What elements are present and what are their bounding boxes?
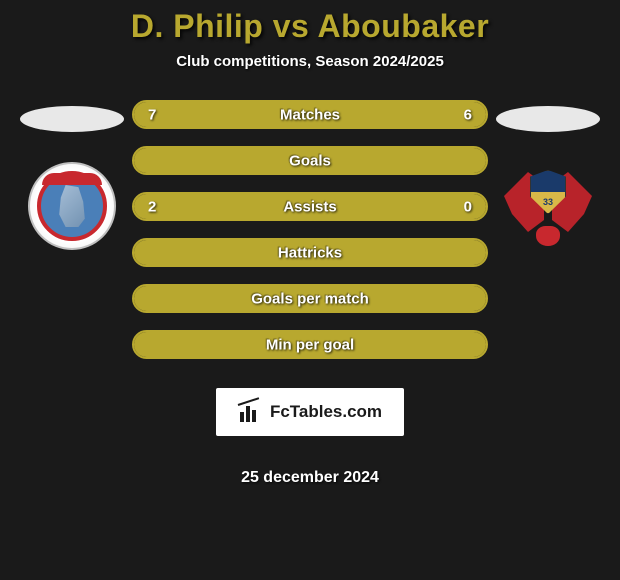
brand-badge[interactable]: FcTables.com	[216, 388, 404, 436]
club-logo-right-inner: 33	[504, 162, 592, 250]
club-logo-right: 33	[504, 162, 592, 250]
stat-bar-goals: Goals	[132, 146, 488, 175]
chart-icon	[238, 402, 262, 422]
player-silhouette-left	[20, 106, 124, 132]
stat-value-left: 2	[148, 198, 156, 215]
club-logo-left-emblem	[56, 185, 88, 227]
left-player-column	[12, 100, 132, 250]
stat-fill-left	[134, 194, 405, 219]
bird-body-icon	[536, 226, 560, 246]
stat-label: Matches	[280, 106, 340, 123]
right-player-column: 33	[488, 100, 608, 250]
stat-label: Goals per match	[251, 290, 369, 307]
stats-column: 7 Matches 6 Goals 2 Assists 0	[132, 100, 488, 487]
stat-value-right: 0	[464, 198, 472, 215]
comparison-card: D. Philip vs Aboubaker Club competitions…	[0, 0, 620, 580]
brand-text: FcTables.com	[270, 402, 382, 422]
stat-value-right: 6	[464, 106, 472, 123]
stat-bar-assists: 2 Assists 0	[132, 192, 488, 221]
stat-bar-min-per-goal: Min per goal	[132, 330, 488, 359]
main-area: 7 Matches 6 Goals 2 Assists 0	[0, 100, 620, 487]
club-logo-left-inner	[37, 171, 107, 241]
club-logo-left	[28, 162, 116, 250]
stat-bar-matches: 7 Matches 6	[132, 100, 488, 129]
stat-label: Assists	[283, 198, 336, 215]
stat-label: Goals	[289, 152, 331, 169]
stat-bar-hattricks: Hattricks	[132, 238, 488, 267]
stat-bar-goals-per-match: Goals per match	[132, 284, 488, 313]
stat-value-left: 7	[148, 106, 156, 123]
stat-label: Min per goal	[266, 336, 354, 353]
page-title: D. Philip vs Aboubaker	[131, 8, 489, 45]
stat-label: Hattricks	[278, 244, 342, 261]
player-silhouette-right	[496, 106, 600, 132]
shield-number: 33	[543, 197, 553, 207]
stat-fill-right	[405, 194, 486, 219]
date-label: 25 december 2024	[241, 469, 379, 487]
page-subtitle: Club competitions, Season 2024/2025	[176, 53, 444, 70]
stat-fill-right	[324, 102, 486, 127]
